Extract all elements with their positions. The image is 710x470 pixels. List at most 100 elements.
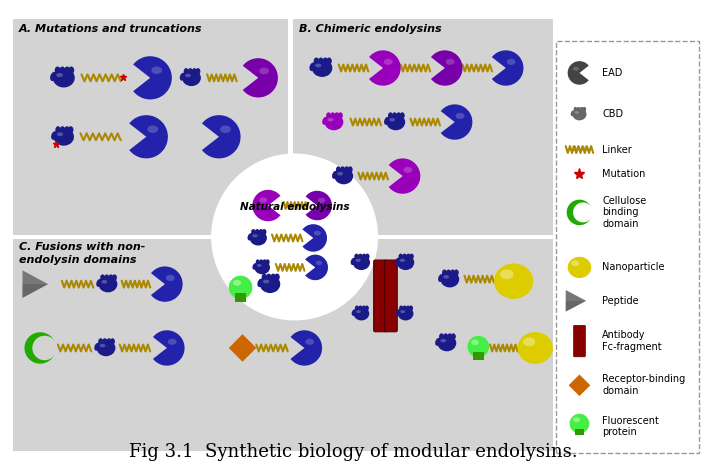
Ellipse shape [395,258,400,265]
Text: Peptide: Peptide [602,296,639,306]
Ellipse shape [104,274,109,281]
Wedge shape [153,330,185,366]
Text: Mutation: Mutation [602,169,645,179]
Ellipse shape [60,126,65,133]
Ellipse shape [467,336,489,358]
Wedge shape [388,158,420,194]
Wedge shape [431,50,462,86]
Circle shape [211,154,378,321]
Polygon shape [566,290,586,312]
Ellipse shape [409,254,414,259]
Ellipse shape [353,255,370,270]
FancyBboxPatch shape [13,19,288,235]
Text: B. Chimeric endolysins: B. Chimeric endolysins [298,24,441,34]
Ellipse shape [344,166,349,173]
Ellipse shape [253,263,257,270]
Ellipse shape [403,306,407,311]
Ellipse shape [338,112,343,119]
Ellipse shape [55,126,60,133]
Ellipse shape [318,198,325,203]
Ellipse shape [471,340,479,345]
Ellipse shape [334,112,339,119]
Ellipse shape [98,338,103,345]
Ellipse shape [336,166,341,173]
Ellipse shape [97,340,116,356]
Polygon shape [23,270,48,298]
Ellipse shape [261,274,267,281]
Ellipse shape [254,260,270,274]
Wedge shape [252,190,280,221]
FancyBboxPatch shape [13,239,553,451]
Ellipse shape [53,128,74,146]
FancyBboxPatch shape [293,19,553,235]
Ellipse shape [182,70,201,86]
Ellipse shape [446,59,454,65]
Ellipse shape [446,269,451,276]
Ellipse shape [437,335,457,351]
Ellipse shape [322,57,328,64]
Ellipse shape [569,414,589,433]
Ellipse shape [314,57,319,64]
Ellipse shape [318,57,324,64]
Ellipse shape [185,74,191,77]
Ellipse shape [250,230,267,245]
Text: C. Fusions with non-
endolysin domains: C. Fusions with non- endolysin domains [18,242,145,265]
Ellipse shape [65,126,70,133]
Ellipse shape [68,66,75,74]
Ellipse shape [435,338,441,346]
Wedge shape [24,332,55,364]
Text: Linker: Linker [602,145,632,155]
Ellipse shape [263,280,269,283]
Ellipse shape [365,254,370,259]
Ellipse shape [312,59,332,77]
Ellipse shape [355,306,359,311]
Ellipse shape [398,254,403,259]
Ellipse shape [573,67,579,71]
Ellipse shape [266,259,270,265]
Wedge shape [305,255,328,280]
Ellipse shape [332,171,338,179]
Ellipse shape [168,339,177,345]
Ellipse shape [263,259,267,265]
Ellipse shape [400,112,405,119]
Ellipse shape [322,117,328,125]
Ellipse shape [403,167,413,173]
Ellipse shape [259,68,269,74]
Ellipse shape [97,279,102,287]
Text: Antibody
Fc-fragment: Antibody Fc-fragment [602,330,662,352]
Ellipse shape [574,107,577,112]
Ellipse shape [580,107,584,112]
Ellipse shape [310,63,316,71]
FancyBboxPatch shape [574,325,585,357]
Ellipse shape [258,229,263,235]
Ellipse shape [262,229,266,235]
Ellipse shape [348,166,353,173]
Wedge shape [33,336,57,360]
Ellipse shape [568,257,591,278]
Ellipse shape [65,66,70,74]
Ellipse shape [356,258,361,262]
Polygon shape [566,301,586,312]
Ellipse shape [351,258,356,265]
Ellipse shape [362,306,366,311]
Text: Nanoparticle: Nanoparticle [602,262,665,273]
Ellipse shape [572,260,579,266]
Ellipse shape [257,264,262,267]
FancyBboxPatch shape [235,293,246,302]
Text: CBD: CBD [602,109,623,119]
FancyBboxPatch shape [473,352,484,360]
Ellipse shape [316,261,322,265]
Ellipse shape [314,231,321,235]
Ellipse shape [572,108,586,120]
Ellipse shape [233,280,241,286]
Ellipse shape [571,110,575,116]
Ellipse shape [259,259,263,265]
Ellipse shape [577,107,581,112]
Ellipse shape [400,258,405,262]
Ellipse shape [251,229,256,235]
Ellipse shape [451,333,456,340]
Ellipse shape [354,254,359,259]
Ellipse shape [252,234,258,237]
Ellipse shape [397,255,414,270]
Polygon shape [569,375,590,396]
